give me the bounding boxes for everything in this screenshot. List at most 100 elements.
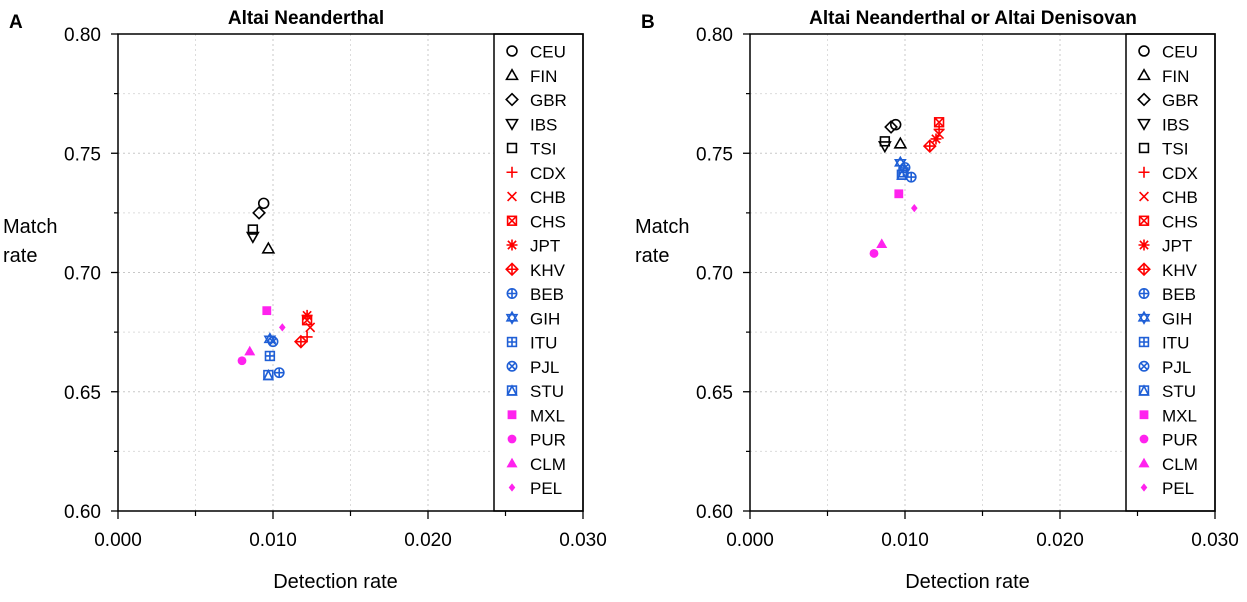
legend-label: GIH [530, 309, 560, 328]
legend-label: CEU [530, 43, 566, 62]
point-fin [261, 241, 276, 254]
legend-item-chb: CHB [1139, 188, 1198, 207]
legend-item-khv: KHV [1137, 261, 1198, 280]
point-stu [896, 168, 908, 180]
legend-label: FIN [530, 67, 557, 86]
legend-item-gih: GIH [505, 309, 560, 328]
legend-label: JPT [530, 237, 560, 256]
y-tick-label: 0.60 [64, 502, 101, 523]
legend-label: PUR [1162, 431, 1198, 450]
point-gbr [884, 120, 898, 134]
chart-title: Altai Neanderthal [228, 8, 384, 29]
legend-item-itu: ITU [1138, 334, 1189, 353]
legend-label: PJL [1162, 358, 1191, 377]
legend-label: STU [1162, 382, 1196, 401]
point-tsi [879, 136, 891, 147]
point-fin [893, 136, 908, 149]
point-chs [933, 117, 945, 128]
panel-label: A [9, 12, 23, 33]
point-mxl [894, 189, 904, 199]
legend-label: ITU [1162, 334, 1189, 353]
x-tick-label: 0.030 [559, 530, 607, 551]
y-axis: 0.60 0.65 0.70 0.75 0.80 [696, 25, 750, 523]
legend-label: KHV [1162, 261, 1198, 280]
legend: CEU FIN GBR IBS TSI CDX CHB CHS JPT KHV BEB GIH ITU P… [505, 43, 567, 498]
legend-label: IBS [530, 115, 557, 134]
x-tick-label: 0.020 [1036, 530, 1084, 551]
legend-item-fin: FIN [1137, 67, 1189, 86]
legend-label: PEL [530, 479, 562, 498]
point-khv [293, 334, 308, 349]
y-tick-label: 0.80 [64, 25, 101, 46]
y-tick-label: 0.80 [696, 25, 733, 46]
legend-item-pur: PUR [507, 431, 566, 450]
legend-item-gih: GIH [1137, 309, 1192, 328]
legend-label: FIN [1162, 67, 1189, 86]
legend-item-clm: CLM [1138, 455, 1198, 474]
point-jpt [930, 133, 942, 145]
y-tick-label: 0.75 [696, 144, 733, 165]
y-tick-label: 0.65 [696, 383, 733, 404]
x-axis: 0.000 0.010 0.020 0.030 [94, 511, 607, 551]
legend-label: PJL [530, 358, 559, 377]
legend-label: CLM [1162, 455, 1198, 474]
point-clm [876, 238, 888, 249]
point-ceu [889, 118, 902, 131]
legend-item-chs: CHS [506, 212, 566, 231]
legend-label: CHB [1162, 188, 1198, 207]
x-tick-label: 0.010 [881, 530, 929, 551]
y-tick-label: 0.75 [64, 144, 101, 165]
point-itu [264, 350, 276, 362]
legend-label: TSI [530, 140, 556, 159]
x-axis-label: Detection rate [905, 571, 1030, 593]
legend-label: PUR [530, 431, 566, 450]
legend-item-pjl: PJL [506, 358, 559, 377]
legend-label: MXL [1162, 406, 1197, 425]
legend-label: MXL [530, 406, 565, 425]
legend-label: CDX [1162, 164, 1198, 183]
data-points [869, 117, 945, 258]
y-axis-label: rate [3, 245, 37, 267]
point-gbr [252, 205, 266, 220]
point-pel [911, 203, 918, 213]
legend-label: CLM [530, 455, 566, 474]
x-axis-label: Detection rate [273, 571, 398, 593]
x-tick-label: 0.020 [404, 530, 452, 551]
legend-item-tsi: TSI [1138, 140, 1188, 159]
legend-label: STU [530, 382, 564, 401]
chart-title: Altai Neanderthal or Altai Denisovan [809, 8, 1137, 29]
point-stu [262, 368, 275, 381]
data-points [237, 197, 316, 381]
point-mxl [262, 306, 272, 316]
legend-label: CDX [530, 164, 566, 183]
legend-item-ibs: IBS [505, 115, 557, 134]
legend-label: BEB [1162, 285, 1196, 304]
y-axis-label: rate [635, 245, 669, 267]
legend-label: GIH [1162, 309, 1192, 328]
legend-item-pel: PEL [1140, 479, 1194, 498]
legend-item-jpt: JPT [506, 237, 560, 256]
legend-item-pur: PUR [1139, 431, 1198, 450]
legend: CEU FIN GBR IBS TSI CDX CHB CHS JPT KHV BEB GIH ITU P… [1137, 43, 1199, 498]
legend-label: GBR [530, 91, 567, 110]
legend-item-gbr: GBR [1137, 91, 1199, 110]
legend-item-jpt: JPT [1138, 237, 1192, 256]
point-tsi [247, 224, 259, 235]
legend-item-cdx: CDX [506, 164, 566, 183]
legend-item-ceu: CEU [1138, 43, 1198, 62]
y-tick-label: 0.65 [64, 383, 101, 404]
point-clm [244, 345, 256, 356]
y-tick-label: 0.70 [64, 264, 101, 285]
legend-item-mxl: MXL [507, 406, 565, 425]
point-pjl [267, 336, 279, 348]
legend-label: CEU [1162, 43, 1198, 62]
legend-item-ibs: IBS [1137, 115, 1189, 134]
legend-item-fin: FIN [505, 67, 557, 86]
legend-item-beb: BEB [1138, 285, 1196, 304]
y-axis: 0.60 0.65 0.70 0.75 0.80 [64, 25, 118, 523]
legend-item-pjl: PJL [1138, 358, 1191, 377]
legend-item-khv: KHV [505, 261, 566, 280]
x-tick-label: 0.030 [1191, 530, 1239, 551]
